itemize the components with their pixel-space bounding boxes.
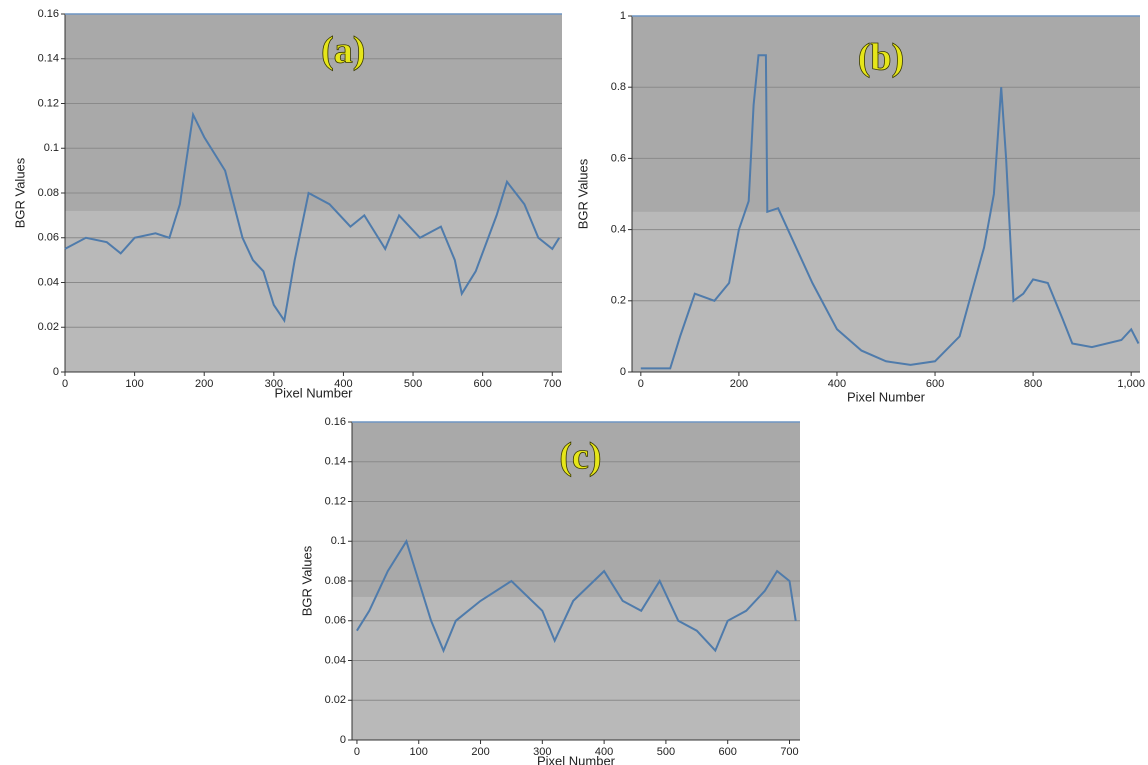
x-tick-label: 800 — [1024, 378, 1042, 390]
y-axis-label: BGR Values — [575, 158, 590, 229]
y-tick-label: 0 — [620, 366, 626, 378]
y-tick-label: 0.6 — [611, 152, 626, 164]
x-axis-label: Pixel Number — [274, 385, 353, 400]
y-tick-label: 0.16 — [38, 8, 59, 20]
plot-texture — [632, 211, 1140, 372]
y-tick-label: 0.04 — [325, 654, 346, 666]
x-tick-label: 300 — [265, 378, 283, 390]
y-tick-label: 0.14 — [38, 53, 59, 65]
x-tick-label: 0 — [638, 378, 644, 390]
y-tick-label: 0 — [340, 734, 346, 746]
x-tick-label: 500 — [404, 378, 422, 390]
data-line — [640, 54, 1140, 370]
y-tick-label: 0.16 — [325, 416, 346, 428]
data-line — [64, 111, 561, 324]
x-tick-label: 1,000 — [1117, 378, 1145, 390]
x-tick-label: 700 — [780, 746, 798, 758]
y-axis-label: BGR Values — [299, 545, 314, 616]
y-tick-label: 0.1 — [44, 142, 59, 154]
y-tick-label: 0.4 — [611, 224, 626, 236]
y-tick-label: 0 — [53, 366, 59, 378]
x-tick-label: 700 — [543, 378, 561, 390]
x-tick-label: 0 — [354, 746, 360, 758]
x-tick-label: 200 — [471, 746, 489, 758]
x-tick-label: 400 — [334, 378, 352, 390]
x-tick-label: 400 — [828, 378, 846, 390]
x-tick-label: 600 — [926, 378, 944, 390]
x-tick-label: 600 — [719, 746, 737, 758]
y-tick-label: 0.08 — [325, 575, 346, 587]
x-tick-label: 100 — [125, 378, 143, 390]
data-line — [356, 538, 797, 654]
chart-title: (c) — [559, 436, 601, 478]
y-tick-label: 0.06 — [325, 615, 346, 627]
y-tick-label: 0.04 — [38, 276, 59, 288]
y-tick-label: 0.1 — [331, 535, 346, 547]
chart-title: (b) — [858, 37, 904, 79]
x-tick-label: 0 — [62, 378, 68, 390]
y-tick-label: 0.06 — [38, 232, 59, 244]
chart-title: (a) — [321, 30, 365, 72]
y-tick-label: 0.02 — [38, 321, 59, 333]
y-tick-label: 0.12 — [325, 495, 346, 507]
y-axis-label: BGR Values — [12, 157, 27, 228]
x-tick-label: 200 — [730, 378, 748, 390]
y-tick-label: 0.14 — [325, 456, 346, 468]
y-tick-label: 1 — [620, 10, 626, 22]
y-tick-label: 0.2 — [611, 295, 626, 307]
x-tick-label: 600 — [473, 378, 491, 390]
x-axis-label: Pixel Number — [537, 753, 616, 765]
x-tick-label: 500 — [657, 746, 675, 758]
y-tick-label: 0.02 — [325, 694, 346, 706]
plot-texture — [65, 210, 562, 372]
x-tick-label: 100 — [410, 746, 428, 758]
y-tick-label: 0.08 — [38, 187, 59, 199]
x-tick-label: 300 — [533, 746, 551, 758]
y-tick-label: 0.8 — [611, 81, 626, 93]
x-tick-label: 200 — [195, 378, 213, 390]
x-tick-label: 400 — [595, 746, 613, 758]
y-tick-label: 0.12 — [38, 97, 59, 109]
x-axis-label: Pixel Number — [847, 389, 926, 404]
